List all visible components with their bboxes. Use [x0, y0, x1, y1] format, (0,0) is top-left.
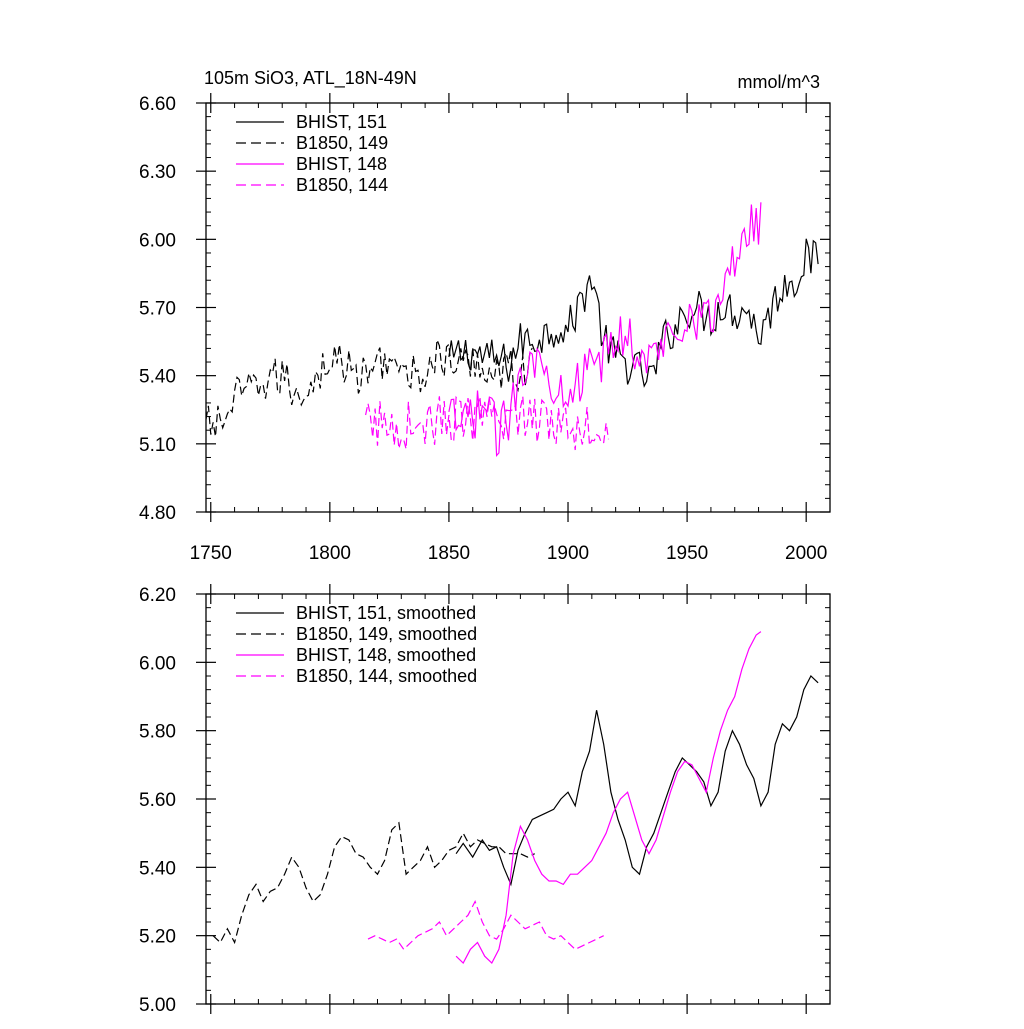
- chart-units: mmol/m^3: [738, 72, 820, 92]
- series-line: [455, 631, 762, 964]
- legend-label: B1850, 144, smoothed: [296, 666, 477, 686]
- y-tick-label: 6.00: [139, 230, 176, 251]
- y-tick-label: 4.80: [139, 503, 176, 524]
- x-tick-label: 2000: [785, 543, 827, 564]
- top-panel: 4.80 5.10 5.40 5.70 6.00 6.30 6.60 1750 1800 1850…: [139, 93, 831, 564]
- legend-label: BHIST, 151, smoothed: [296, 603, 476, 623]
- series-line: [212, 821, 535, 945]
- x-tick-label: 1950: [666, 543, 708, 564]
- legend-label: B1850, 149: [296, 133, 388, 153]
- y-tick-label: 5.10: [139, 435, 176, 456]
- bottom-panel: 5.00 5.20 5.40 5.60 5.80 6.00 6.20 BHIST, 151, …: [139, 584, 831, 1016]
- series-group: [212, 631, 819, 964]
- series-line: [205, 339, 533, 437]
- y-tick-label: 5.40: [139, 858, 176, 879]
- x-tick-label: 1800: [309, 543, 351, 564]
- series-line: [367, 899, 604, 951]
- legend-label: BHIST, 148: [296, 154, 387, 174]
- x-tick-label: 1750: [190, 543, 232, 564]
- y-tick-label: 6.60: [139, 94, 176, 115]
- y-tick-label: 6.00: [139, 653, 176, 674]
- y-tick-label: 5.00: [139, 995, 176, 1016]
- chart-title: 105m SiO3, ATL_18N-49N: [204, 68, 417, 89]
- y-tick-label: 5.60: [139, 790, 176, 811]
- y-tick-label: 5.40: [139, 367, 176, 388]
- series-line: [448, 202, 762, 458]
- x-tick-label: 1900: [547, 543, 589, 564]
- series-line: [365, 395, 610, 451]
- legend-label: BHIST, 151: [296, 112, 387, 132]
- y-tick-label: 6.20: [139, 585, 176, 606]
- y-tick-label: 5.20: [139, 927, 176, 948]
- legend-label: B1850, 149, smoothed: [296, 624, 477, 644]
- x-tick-label: 1850: [428, 543, 470, 564]
- series-line: [455, 675, 819, 887]
- series-group: [205, 202, 819, 458]
- legend-label: B1850, 144: [296, 175, 388, 195]
- legend-label: BHIST, 148, smoothed: [296, 645, 476, 665]
- y-tick-label: 5.80: [139, 722, 176, 743]
- y-tick-label: 5.70: [139, 299, 176, 320]
- y-tick-label: 6.30: [139, 162, 176, 183]
